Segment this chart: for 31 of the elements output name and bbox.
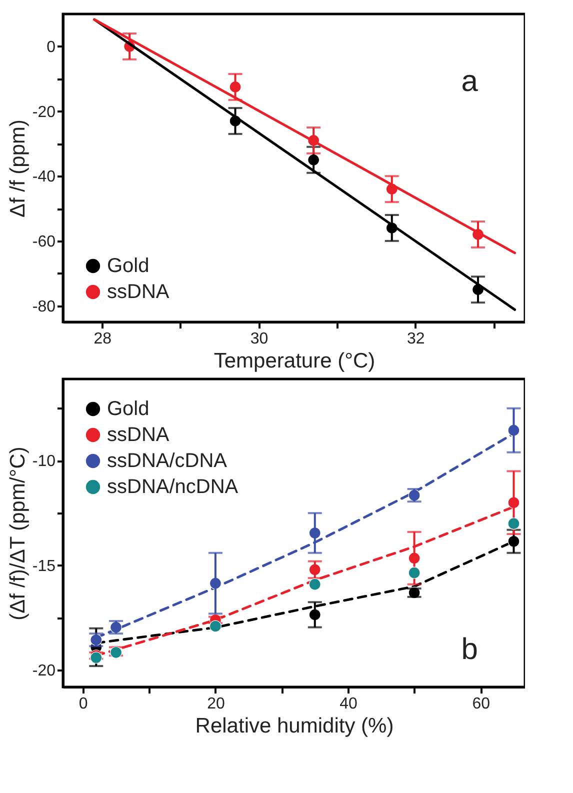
x-tick-label: 20 <box>207 696 225 712</box>
y-tick-label: -15 <box>32 558 56 575</box>
x-tick-label: 40 <box>340 696 358 712</box>
x-tick-label: 0 <box>78 696 88 712</box>
point <box>508 518 520 530</box>
legend-label: ssDNA <box>107 281 170 303</box>
y-tick-label: -80 <box>32 298 56 316</box>
point <box>209 620 222 632</box>
legend-label: ssDNA <box>107 424 170 446</box>
legend-label: Gold <box>107 398 150 420</box>
legend-label: ssDNA/ncDNA <box>107 476 239 498</box>
y-tick-label: -20 <box>32 104 56 121</box>
point <box>308 578 321 590</box>
x-axis-title: Temperature (°C) <box>214 350 376 372</box>
x-tick-label: 60 <box>472 696 490 712</box>
point <box>408 566 420 579</box>
y-tick-label: -20 <box>32 662 56 680</box>
x-tick-label: 28 <box>94 330 112 348</box>
legend-label: Gold <box>107 255 150 277</box>
x-tick-label: 30 <box>250 330 268 348</box>
x-axis-title: Relative humidity (%) <box>195 714 394 738</box>
y-axis-title: (Δf /f)/ΔT (ppm/°C) <box>6 446 30 620</box>
annotation: b <box>461 633 478 666</box>
y-tick-label: -10 <box>32 453 56 470</box>
legend-label: ssDNA/cDNA <box>107 450 228 472</box>
y-axis-title: Δf /f (ppm) <box>6 119 30 218</box>
annotation: a <box>461 64 478 98</box>
x-tick-label: 32 <box>406 330 425 348</box>
y-tick-label: -40 <box>32 168 56 186</box>
y-tick-label: 0 <box>46 38 56 56</box>
y-tick-label: -60 <box>32 233 56 250</box>
